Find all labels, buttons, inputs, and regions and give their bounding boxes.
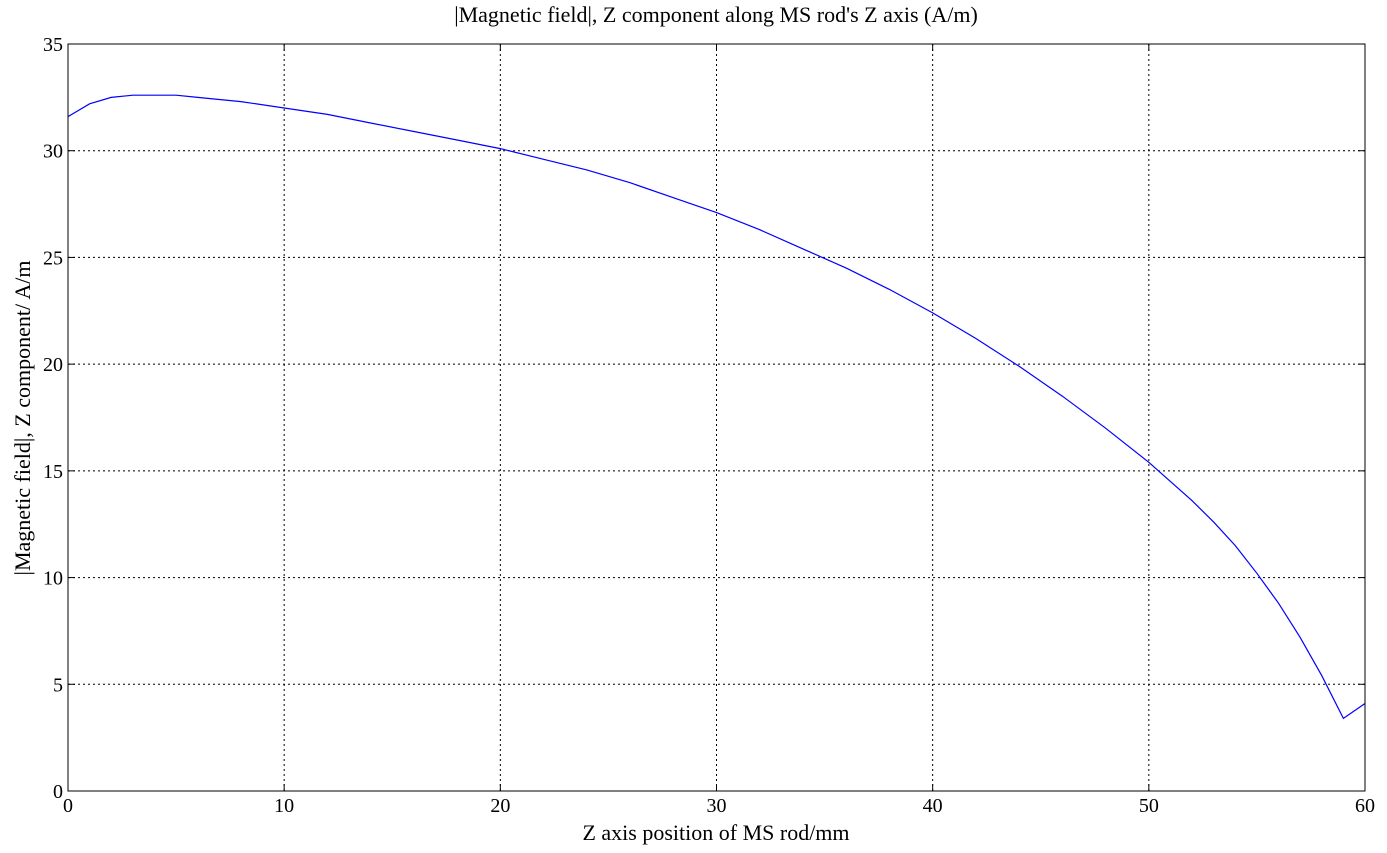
grid-lines bbox=[68, 44, 1365, 791]
x-tick-label: 10 bbox=[274, 795, 294, 817]
x-tick-label: 40 bbox=[923, 795, 943, 817]
x-tick-label: 50 bbox=[1139, 795, 1159, 817]
x-axis-label: Z axis position of MS rod/mm bbox=[582, 820, 849, 845]
series-line bbox=[67, 94, 1366, 720]
series-layer bbox=[67, 94, 1366, 720]
x-tick-label: 60 bbox=[1355, 795, 1375, 817]
y-tick-label: 20 bbox=[43, 354, 63, 376]
y-tick-label: 10 bbox=[43, 568, 63, 590]
y-tick-label: 25 bbox=[43, 247, 63, 269]
y-tick-label: 0 bbox=[53, 781, 63, 803]
y-tick-label: 30 bbox=[43, 141, 63, 163]
y-tick-label: 5 bbox=[53, 674, 63, 696]
y-axis-label: |Magnetic field|, Z component/ A/m bbox=[10, 261, 35, 576]
x-tick-label: 30 bbox=[707, 795, 727, 817]
axis-ticks: 0 10 20 30 40 50 60 0 5 10 15 20 25 30 35 bbox=[43, 34, 1375, 817]
chart-title: |Magnetic field|, Z component along MS r… bbox=[454, 2, 978, 27]
x-tick-label: 0 bbox=[63, 795, 73, 817]
plot-frame bbox=[67, 43, 1366, 792]
y-tick-label: 35 bbox=[43, 34, 63, 56]
x-tick-label: 20 bbox=[490, 795, 510, 817]
y-tick-label: 15 bbox=[43, 461, 63, 483]
